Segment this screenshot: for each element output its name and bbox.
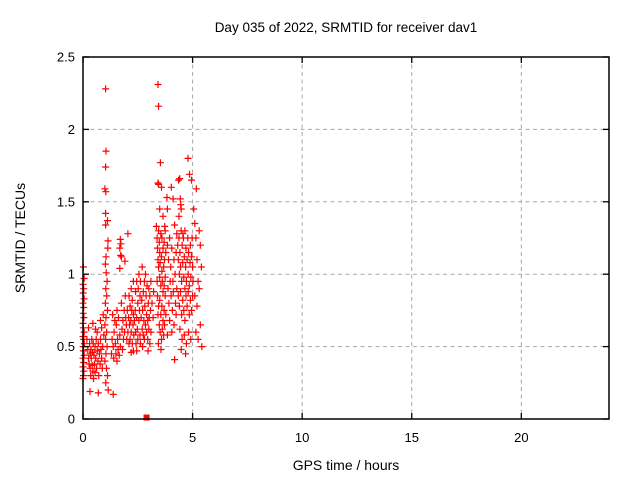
y-tick-label: 1.5 xyxy=(57,194,75,209)
square-marker xyxy=(143,414,150,421)
x-tick-label: 15 xyxy=(405,430,419,445)
x-tick-label: 5 xyxy=(189,430,196,445)
y-tick-label: 2.5 xyxy=(57,50,75,65)
x-tick-label: 20 xyxy=(514,430,528,445)
x-tick-label: 0 xyxy=(79,430,86,445)
y-tick-label: 2 xyxy=(68,122,75,137)
plot-border xyxy=(82,56,610,420)
x-tick-label: 10 xyxy=(295,430,309,445)
chart-title: Day 035 of 2022, SRMTID for receiver dav… xyxy=(214,20,478,35)
y-tick-label: 0.5 xyxy=(57,339,75,354)
x-axis-label: GPS time / hours xyxy=(292,457,400,473)
grid-lines xyxy=(83,57,609,419)
axis-ticks xyxy=(82,56,609,420)
x-tick-labels: 0 5 10 15 20 xyxy=(79,430,528,445)
scatter-points xyxy=(79,81,206,398)
y-tick-label: 0 xyxy=(68,412,75,427)
y-tick-label: 1 xyxy=(68,267,75,282)
y-tick-labels: 0 0.5 1 1.5 2 2.5 xyxy=(57,50,75,427)
